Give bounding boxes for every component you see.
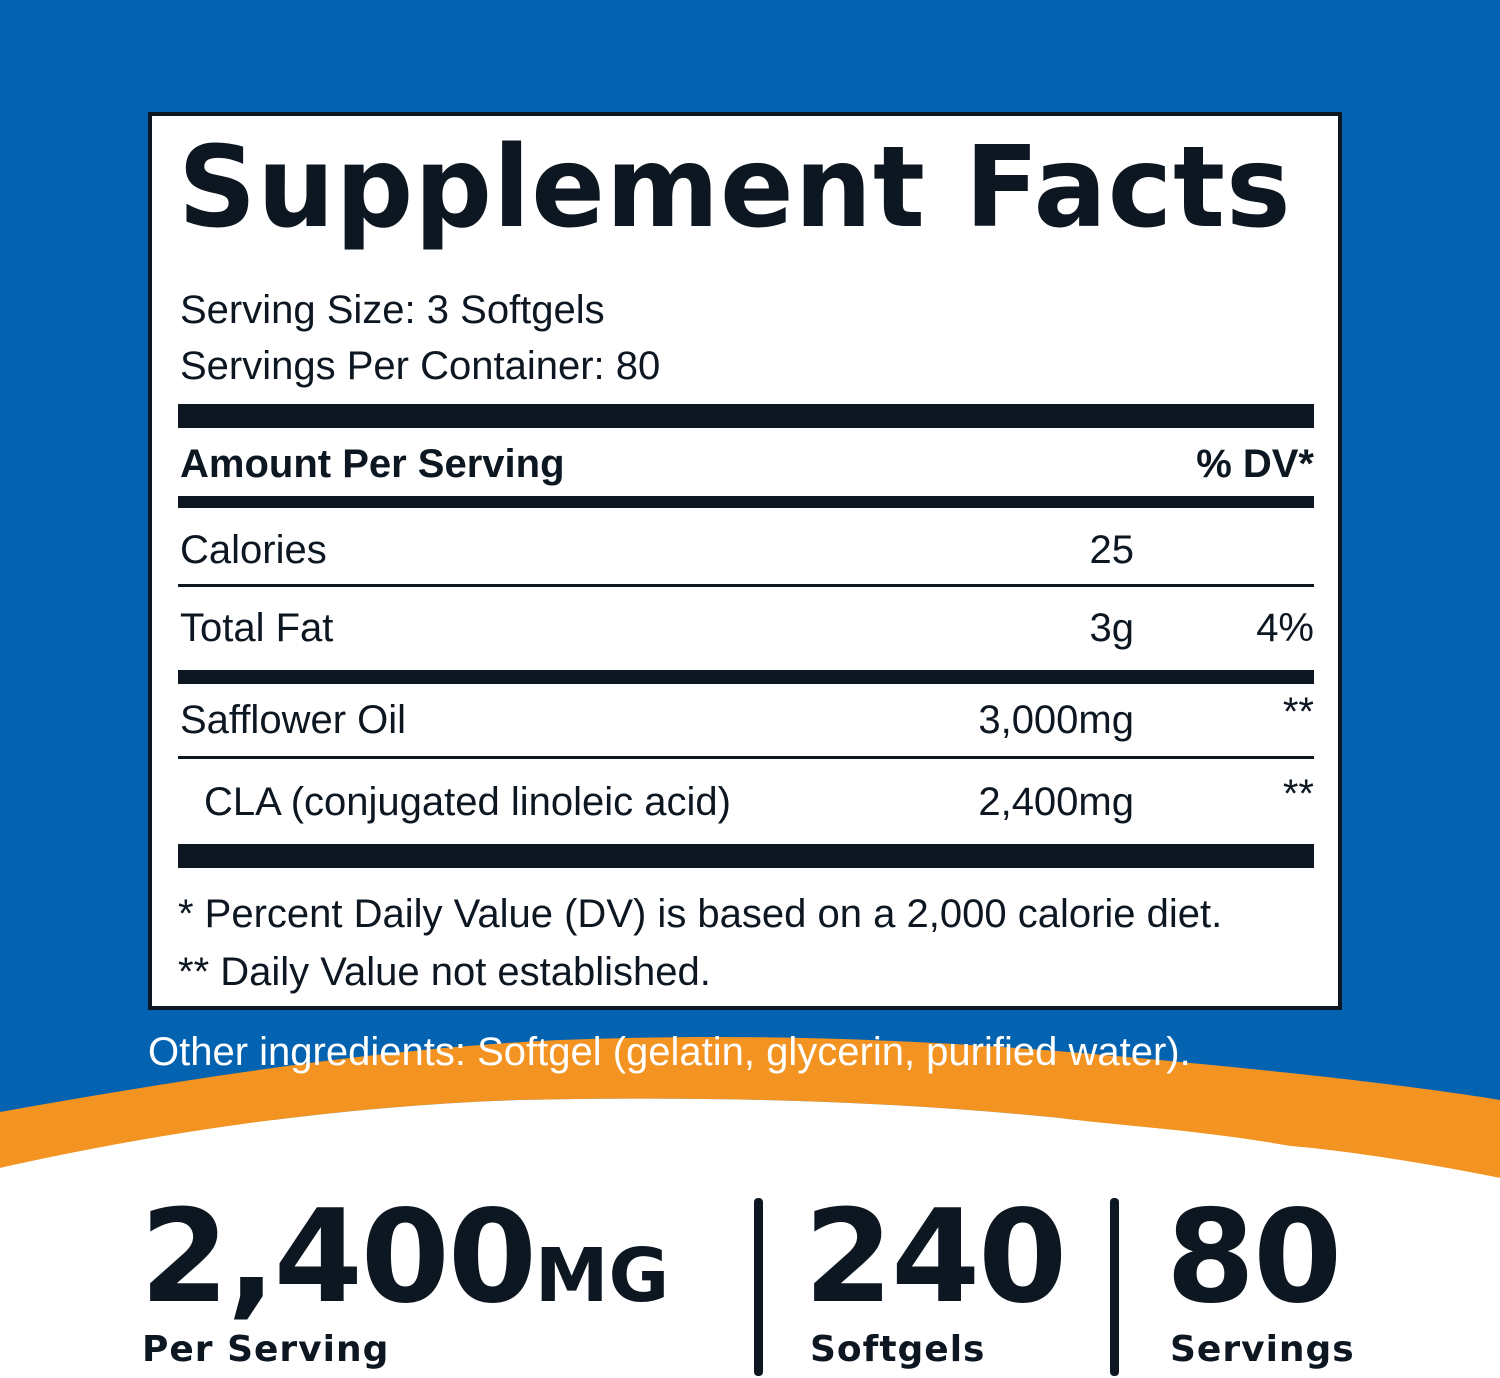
medium-divider — [178, 496, 1314, 508]
row-name: CLA (conjugated linoleic acid) — [204, 780, 731, 824]
thick-divider — [178, 404, 1314, 428]
highlight-number: 80 — [1166, 1183, 1342, 1332]
other-ingredients: Other ingredients: Softgel (gelatin, gly… — [148, 1030, 1191, 1074]
vertical-divider — [754, 1198, 763, 1376]
servings-per-container: Servings Per Container: 80 — [180, 344, 661, 388]
highlight-caption: Softgels — [810, 1329, 986, 1370]
thin-divider — [178, 756, 1314, 759]
row-amount: 2,400mg — [978, 780, 1134, 824]
row-dv: ** — [1282, 690, 1314, 734]
serving-size: Serving Size: 3 Softgels — [180, 288, 605, 332]
highlight-caption: Servings — [1170, 1329, 1355, 1370]
highlight-value: 80 — [1166, 1188, 1342, 1328]
footnote-daily-value: * Percent Daily Value (DV) is based on a… — [178, 892, 1223, 936]
row-name: Total Fat — [180, 606, 334, 650]
vertical-divider — [1110, 1198, 1119, 1376]
panel-title: Supplement Facts — [178, 123, 1292, 253]
highlight-caption: Per Serving — [142, 1329, 390, 1370]
row-name: Safflower Oil — [180, 698, 407, 742]
row-name: Calories — [180, 528, 327, 572]
row-amount: 3,000mg — [978, 698, 1134, 742]
header-amount-per-serving: Amount Per Serving — [180, 442, 565, 486]
highlight-value: 240 — [804, 1188, 1067, 1328]
thin-divider — [178, 584, 1314, 587]
highlight-unit: MG — [534, 1233, 670, 1319]
footnote-not-established: ** Daily Value not established. — [178, 950, 711, 994]
highlight-number: 2,400 — [140, 1183, 537, 1332]
row-dv: 4% — [1256, 606, 1314, 650]
header-daily-value: % DV* — [1196, 442, 1314, 486]
thick-divider — [178, 844, 1314, 868]
highlight-value: 2,400MG — [140, 1188, 669, 1346]
medium-divider — [178, 670, 1314, 684]
row-amount: 3g — [1089, 606, 1135, 650]
row-amount: 25 — [1089, 528, 1135, 572]
supplement-facts-panel: Supplement Facts Serving Size: 3 Softgel… — [148, 112, 1342, 1010]
highlight-number: 240 — [804, 1183, 1067, 1332]
row-dv: ** — [1282, 772, 1314, 816]
